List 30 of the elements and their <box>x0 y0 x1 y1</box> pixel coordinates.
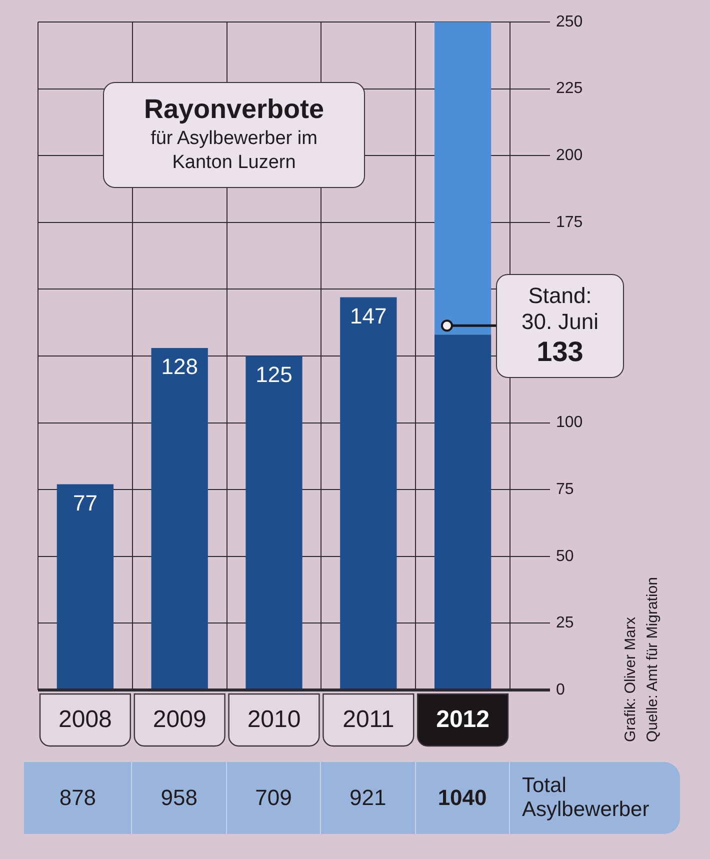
data-label: 921 <box>321 762 416 834</box>
data-label: 709 <box>226 762 322 834</box>
x-tick-label: 2010 <box>247 706 301 734</box>
y-tick-label: 100 <box>556 414 583 432</box>
y-tick-label: 250 <box>556 13 583 30</box>
text: Rayonverbote <box>142 93 326 125</box>
data-label: 147 <box>350 303 387 328</box>
y-tick-label: 0 <box>556 681 565 698</box>
data-label: 128 <box>161 354 198 380</box>
annotation: Stand: 30. Juni <box>520 282 600 335</box>
x-tick-label: 2011 <box>342 706 394 734</box>
data-label: 958 <box>132 762 227 834</box>
data-label: 878 <box>24 762 132 834</box>
x-tick-label: 2012 <box>436 706 490 734</box>
text: Grafik: Oliver Marx <box>622 617 640 742</box>
y-tick-label: 225 <box>556 80 583 98</box>
source-note: Quelle: Amt für Migration <box>644 577 662 742</box>
text: für Asylbewerber im Kanton Luzern <box>150 127 318 175</box>
data-label: 1040 <box>416 762 510 834</box>
y-tick-label: 75 <box>556 481 574 498</box>
x-tick-label: 2008 <box>58 706 112 734</box>
data-label: 77 <box>72 490 98 516</box>
data-label: 125 <box>256 362 292 388</box>
y-tick-label: 175 <box>556 214 583 231</box>
data-label: 133 <box>536 334 584 369</box>
y-tick-label: 25 <box>556 614 574 632</box>
y-tick-label: 50 <box>556 548 574 565</box>
x-tick-label: 2009 <box>152 706 206 734</box>
y-tick-label: 200 <box>556 147 583 164</box>
text: Total Asylbewerber <box>510 762 680 834</box>
